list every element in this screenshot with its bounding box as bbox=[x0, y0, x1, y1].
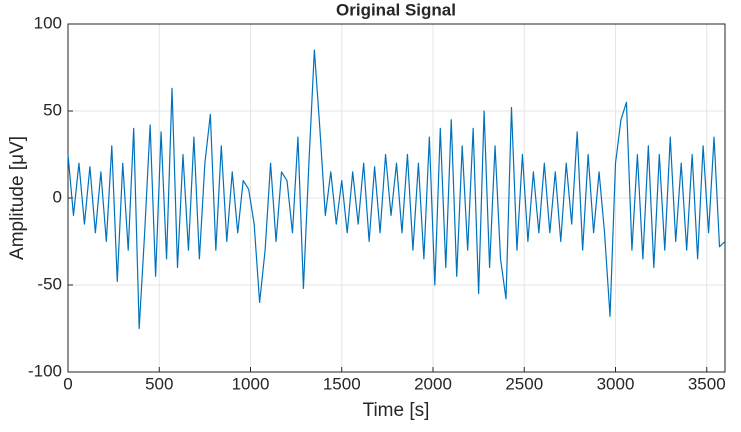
y-tick-label: 100 bbox=[34, 13, 62, 32]
x-tick-label: 1000 bbox=[232, 374, 270, 393]
y-tick-label: 0 bbox=[53, 187, 62, 206]
y-axis-label: Amplitude [μV] bbox=[7, 136, 28, 260]
y-tick-label: -50 bbox=[37, 274, 62, 293]
x-tick-label: 0 bbox=[63, 374, 72, 393]
signal-line bbox=[67, 49, 726, 330]
x-tick-label: 2000 bbox=[414, 374, 452, 393]
x-axis-label: Time [s] bbox=[363, 400, 430, 421]
x-tick-label: 3000 bbox=[597, 374, 635, 393]
y-tick-label: 50 bbox=[43, 100, 62, 119]
x-tick-label: 2500 bbox=[505, 374, 543, 393]
x-tick-label: 3500 bbox=[688, 374, 726, 393]
chart-title: Original Signal bbox=[336, 0, 456, 19]
x-tick-label: 500 bbox=[145, 374, 173, 393]
x-tick-label: 1500 bbox=[323, 374, 361, 393]
plot-frame bbox=[67, 23, 726, 373]
y-tick-label: -100 bbox=[28, 361, 62, 380]
